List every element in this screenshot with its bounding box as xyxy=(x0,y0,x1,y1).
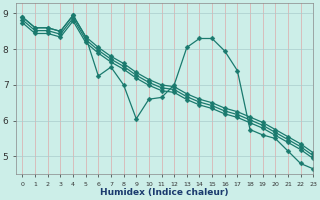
X-axis label: Humidex (Indice chaleur): Humidex (Indice chaleur) xyxy=(100,188,229,197)
